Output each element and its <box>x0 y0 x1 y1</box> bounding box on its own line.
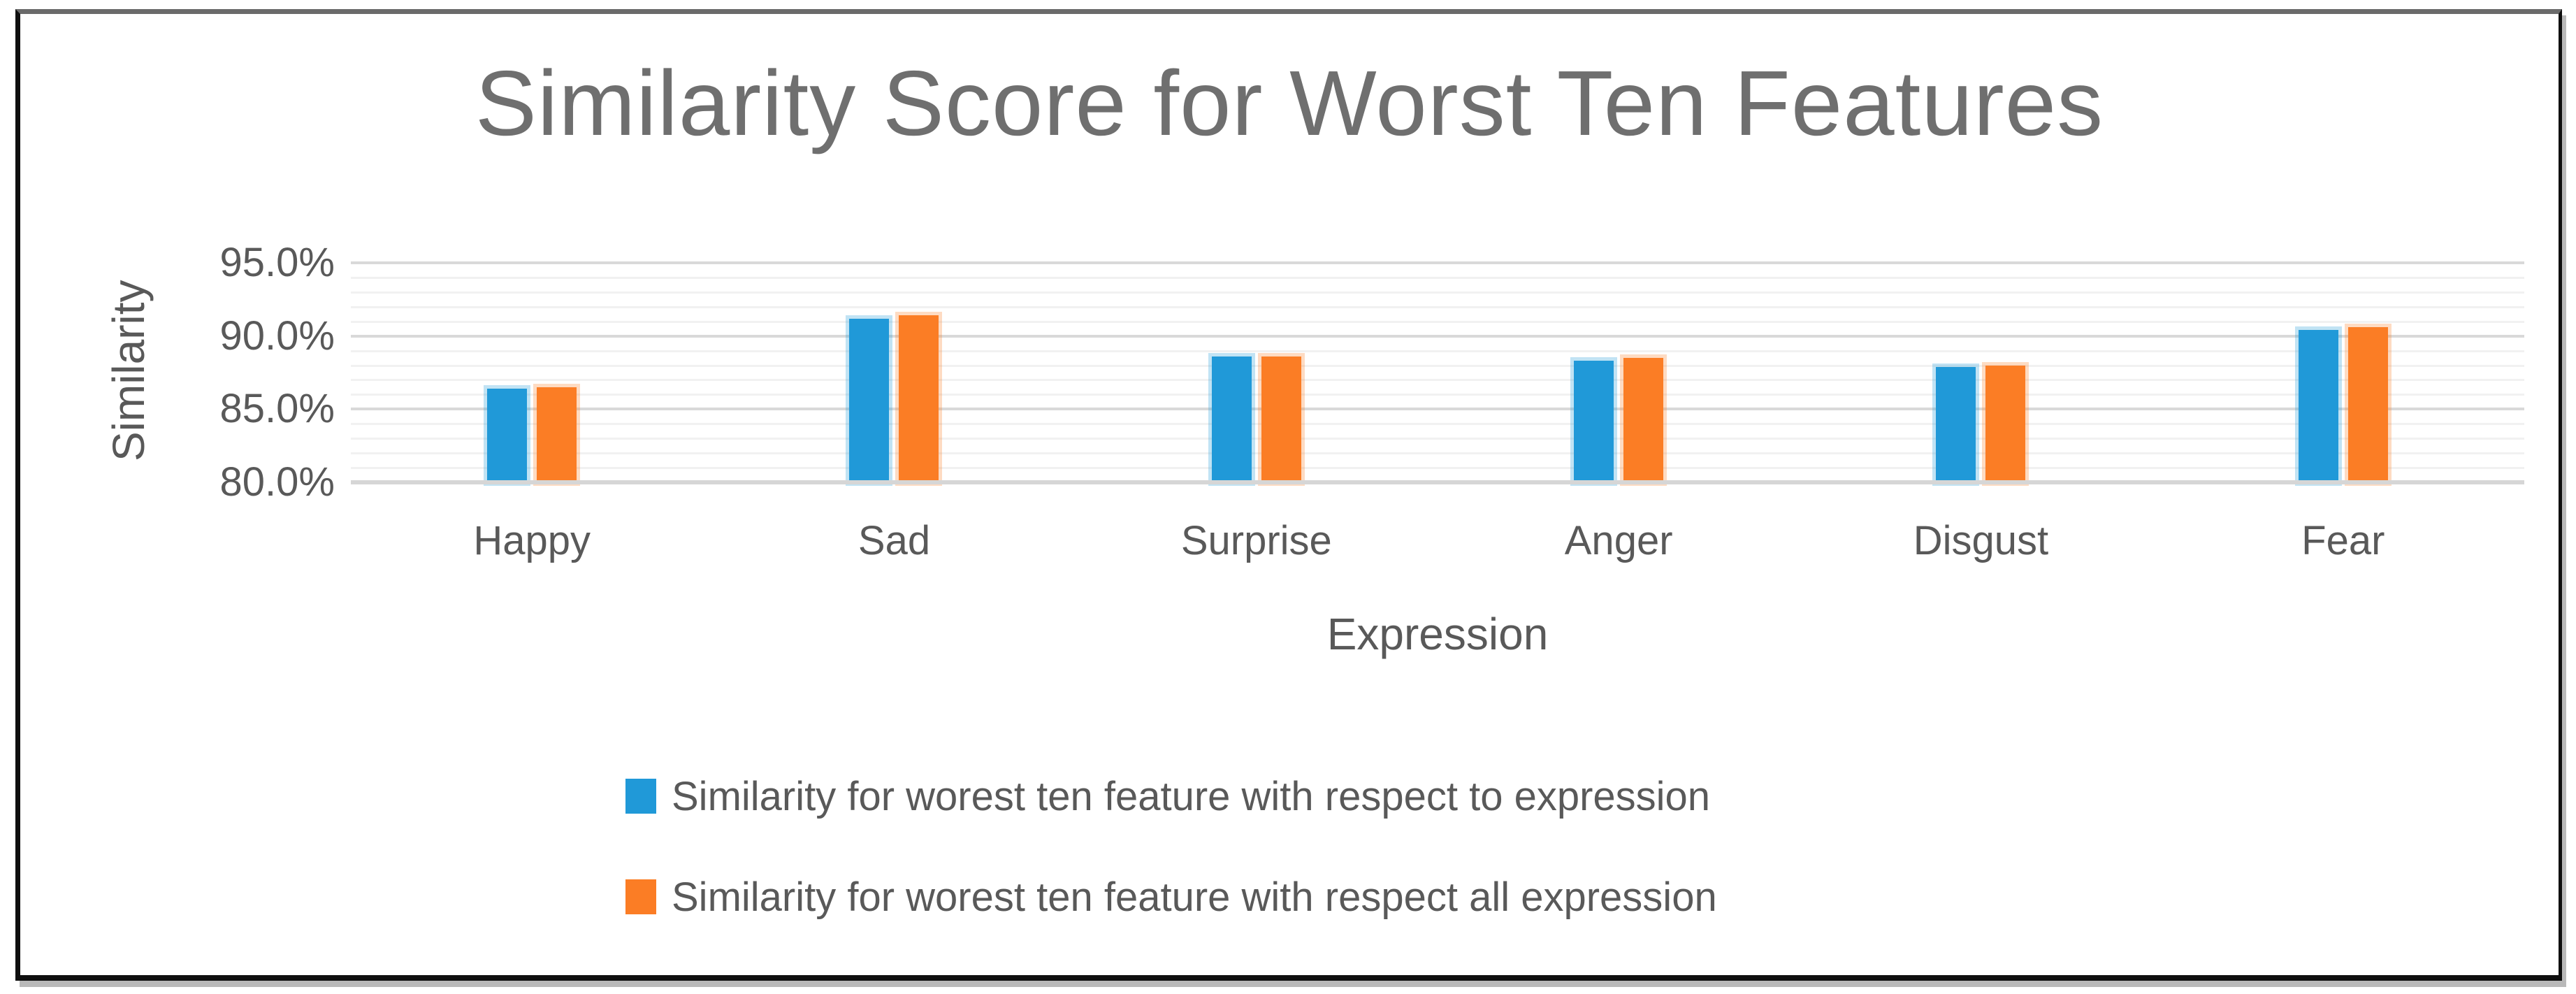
minor-gridline <box>351 350 2524 352</box>
minor-gridline <box>351 467 2524 470</box>
legend-label: Similarity for worest ten feature with r… <box>672 874 1717 920</box>
bar-anger-series1 <box>1570 357 1618 486</box>
x-category-label-happy: Happy <box>473 518 591 563</box>
minor-gridline <box>351 379 2524 382</box>
minor-gridline <box>351 452 2524 455</box>
minor-gridline <box>351 305 2524 308</box>
bar-disgust-series1 <box>1932 363 1980 487</box>
x-category-label-disgust: Disgust <box>1913 518 2049 563</box>
x-category-label-fear: Fear <box>2301 518 2385 563</box>
bar-group-sad <box>713 263 1075 487</box>
bar-group-fear <box>2162 263 2524 486</box>
x-category-label-sad: Sad <box>858 518 931 563</box>
x-axis-title: Expression <box>1326 609 1549 659</box>
legend-row-1: Similarity for worest ten feature with r… <box>625 773 1717 819</box>
minor-gridline <box>351 291 2524 294</box>
chart-title: Similarity Score for Worst Ten Features <box>475 52 2104 154</box>
plot-area <box>351 261 2524 487</box>
bar-group-disgust <box>1800 263 2162 487</box>
bar-groups <box>351 263 2524 487</box>
legend-row-2: Similarity for worest ten feature with r… <box>625 874 1717 920</box>
minor-gridline <box>351 320 2524 323</box>
legend-marker-icon <box>625 779 656 814</box>
bar-fear-series2 <box>2344 324 2392 486</box>
y-tick-label: 95.0% <box>219 240 335 285</box>
minor-gridline <box>351 394 2524 396</box>
bar-group-anger <box>1438 263 1800 486</box>
bar-surprise-series2 <box>1257 352 1305 487</box>
bar-sad-series2 <box>895 312 943 486</box>
minor-gridline <box>351 364 2524 367</box>
bar-happy-series2 <box>533 383 581 487</box>
bar-disgust-series2 <box>1982 361 2029 487</box>
bar-surprise-series1 <box>1208 352 1255 487</box>
minor-gridline <box>351 438 2524 440</box>
y-axis-tick-labels: 95.0% 90.0% 85.0% 80.0% <box>125 243 335 503</box>
bar-anger-series2 <box>1620 354 1667 486</box>
minor-gridline <box>351 276 2524 279</box>
x-category-label-anger: Anger <box>1564 518 1673 563</box>
legend: Similarity for worest ten feature with r… <box>625 773 1717 920</box>
minor-gridline <box>351 423 2524 426</box>
major-gridline <box>351 408 2524 411</box>
legend-label: Similarity for worest ten feature with r… <box>672 773 1711 819</box>
x-axis-line <box>351 480 2524 484</box>
y-tick-label: 85.0% <box>219 386 335 432</box>
bar-sad-series1 <box>846 315 893 487</box>
x-axis-category-labels: Happy Sad Surprise Anger Disgust Fear <box>351 517 2524 564</box>
chart-frame: Similarity Score for Worst Ten Features … <box>15 9 2562 981</box>
bar-group-happy <box>351 263 713 487</box>
major-gridline <box>351 334 2524 338</box>
major-gridline <box>351 261 2524 264</box>
legend-marker-icon <box>625 879 656 914</box>
bar-fear-series1 <box>2294 326 2342 486</box>
bar-group-surprise <box>1076 263 1438 487</box>
bar-happy-series1 <box>484 385 531 486</box>
y-tick-label: 90.0% <box>219 312 335 359</box>
y-tick-label: 80.0% <box>219 459 335 505</box>
x-category-label-surprise: Surprise <box>1180 518 1332 563</box>
